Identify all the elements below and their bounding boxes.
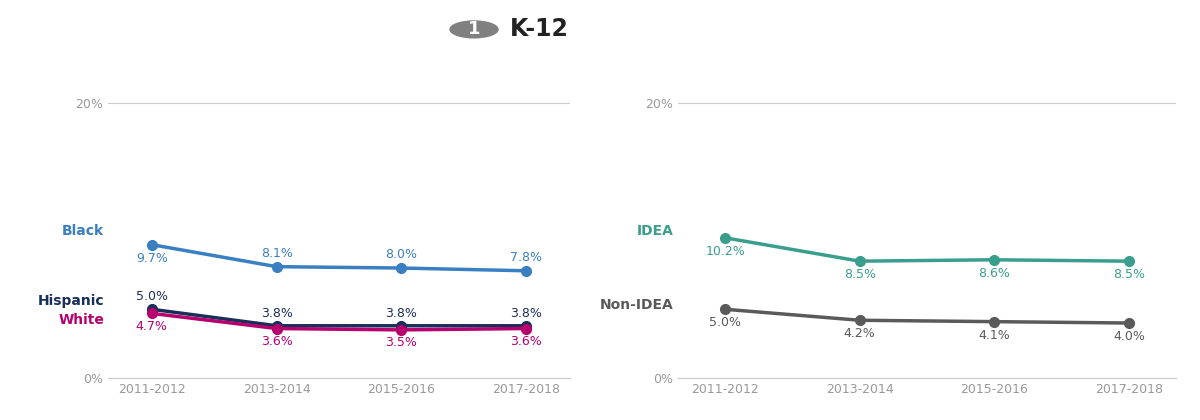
Text: 3.6%: 3.6% (510, 335, 542, 348)
Text: 3.5%: 3.5% (385, 336, 418, 349)
Text: IDEA: IDEA (637, 224, 674, 238)
Text: 8.6%: 8.6% (978, 267, 1010, 280)
Text: 8.5%: 8.5% (1112, 268, 1145, 281)
Text: 8.1%: 8.1% (260, 247, 293, 260)
Text: 9.7%: 9.7% (136, 252, 168, 265)
Text: K-12: K-12 (510, 17, 569, 42)
Text: Black: Black (62, 224, 104, 238)
Text: 5.0%: 5.0% (136, 290, 168, 303)
Text: Non-IDEA: Non-IDEA (600, 298, 674, 312)
Text: 3.8%: 3.8% (510, 307, 542, 320)
Text: 10.2%: 10.2% (706, 245, 745, 257)
Text: 7.8%: 7.8% (510, 251, 542, 264)
Text: 4.1%: 4.1% (978, 328, 1010, 341)
Text: 8.0%: 8.0% (385, 248, 418, 261)
Text: 4.2%: 4.2% (844, 327, 876, 340)
Text: 1: 1 (468, 21, 480, 38)
Text: 3.8%: 3.8% (260, 307, 293, 320)
Text: White: White (59, 313, 104, 327)
Text: 3.8%: 3.8% (385, 307, 418, 320)
Text: Hispanic: Hispanic (37, 294, 104, 308)
Text: 3.6%: 3.6% (260, 335, 293, 348)
Text: 5.0%: 5.0% (709, 316, 742, 329)
Text: 4.7%: 4.7% (136, 320, 168, 333)
Text: 8.5%: 8.5% (844, 268, 876, 281)
Text: 4.0%: 4.0% (1112, 330, 1145, 343)
